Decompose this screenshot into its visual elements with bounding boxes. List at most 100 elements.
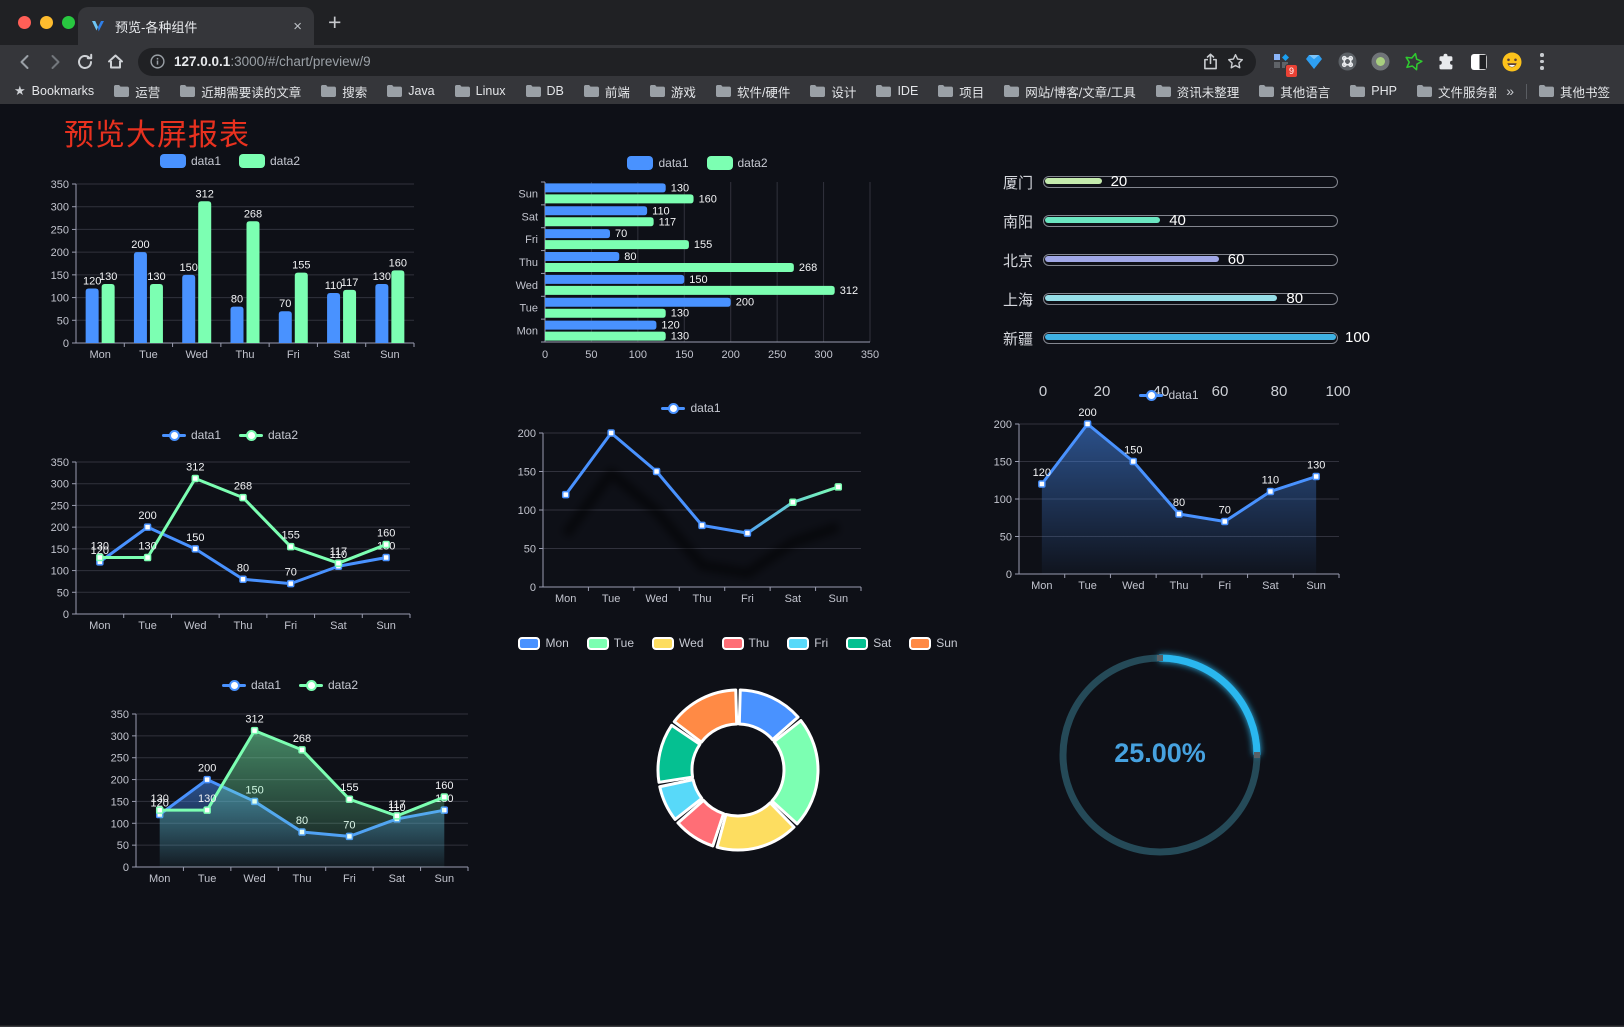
bookmarks-overflow-button[interactable]: » <box>1506 83 1514 99</box>
legend-item[interactable]: data1 <box>221 678 281 692</box>
bookmark-item[interactable]: Linux <box>454 82 506 101</box>
chart-line-dual: data1 data2 0 50 100 150 200 250 300 350 Mon Tue Wed… <box>40 424 420 636</box>
extension-split-square-icon[interactable] <box>1468 51 1490 73</box>
legend-swatch <box>159 154 186 168</box>
svg-text:Wed: Wed <box>516 280 538 292</box>
svg-text:Sat: Sat <box>1262 580 1279 592</box>
legend-item[interactable]: data1 <box>627 156 689 170</box>
bookmark-star-icon[interactable] <box>1227 53 1244 70</box>
bookmark-item[interactable]: DB <box>525 82 564 101</box>
bookmark-item[interactable]: 游戏 <box>649 82 696 101</box>
svg-text:200: 200 <box>51 247 69 259</box>
new-tab-button[interactable]: + <box>328 9 342 35</box>
bookmark-item[interactable]: 运营 <box>114 82 160 101</box>
svg-text:100: 100 <box>111 818 129 830</box>
svg-text:250: 250 <box>51 500 69 512</box>
back-button[interactable] <box>10 52 40 72</box>
bookmark-item[interactable]: 搜索 <box>321 82 367 101</box>
forward-button[interactable] <box>40 52 70 72</box>
site-info-icon[interactable] <box>150 54 165 69</box>
svg-text:200: 200 <box>994 419 1012 431</box>
extension-gem-icon[interactable] <box>1303 51 1325 73</box>
legend-item[interactable]: data2 <box>706 156 768 170</box>
svg-text:250: 250 <box>51 224 69 236</box>
svg-text:312: 312 <box>245 714 263 726</box>
legend-item[interactable]: data1 <box>661 401 721 415</box>
extension-star-icon[interactable] <box>1402 51 1424 73</box>
chart-legend: data1 data2 <box>40 424 420 446</box>
extension-record-icon[interactable] <box>1369 51 1391 73</box>
svg-text:Wed: Wed <box>184 620 206 632</box>
bookmarks-bar: ★ Bookmarks 运营 近期需要读的文章 搜索 Java Linux DB 前端 游戏软… <box>0 78 1624 105</box>
tab-close-icon[interactable]: × <box>293 17 302 35</box>
close-window-button[interactable] <box>18 16 31 29</box>
extension-emoji-icon[interactable] <box>1501 51 1523 73</box>
bookmark-item[interactable]: 网站/博客/文章/工具 <box>1004 82 1136 101</box>
home-button[interactable] <box>100 52 130 71</box>
share-icon[interactable] <box>1203 53 1218 70</box>
bookmark-item[interactable]: Java <box>387 82 435 101</box>
svg-text:150: 150 <box>518 467 536 479</box>
svg-text:268: 268 <box>244 208 262 220</box>
svg-text:Thu: Thu <box>236 349 255 361</box>
legend-item[interactable]: Thu <box>721 636 769 650</box>
svg-text:200: 200 <box>111 775 129 787</box>
divider <box>1525 83 1527 99</box>
address-bar[interactable]: 127.0.0.1:3000/#/chart/preview/9 <box>138 47 1256 76</box>
bookmark-item[interactable]: 设计 <box>810 82 856 101</box>
extension-command-icon[interactable] <box>1336 51 1358 73</box>
progress-value: 80 <box>1286 290 1304 307</box>
browser-menu-icon[interactable] <box>1540 53 1544 70</box>
progress-axis: 0 20 40 60 80 100 <box>1038 383 1351 400</box>
bookmark-item[interactable]: 前端 <box>583 82 630 101</box>
legend-swatch <box>721 636 744 650</box>
reload-button[interactable] <box>70 53 100 71</box>
extension-grid-icon[interactable]: 9 <box>1270 51 1298 78</box>
svg-text:100: 100 <box>629 349 647 361</box>
legend-item[interactable]: data1 <box>161 428 221 442</box>
svg-text:110: 110 <box>388 802 406 814</box>
progress-fill <box>1045 256 1219 262</box>
svg-text:80: 80 <box>624 251 636 263</box>
chart-canvas <box>656 688 820 852</box>
svg-text:Wed: Wed <box>186 349 208 361</box>
window-controls <box>18 16 75 29</box>
bookmark-item[interactable]: 资讯未整理 <box>1155 82 1239 101</box>
svg-text:Sun: Sun <box>434 873 454 885</box>
svg-text:120: 120 <box>661 320 679 332</box>
legend-item[interactable]: Mon <box>518 636 569 650</box>
legend-item[interactable]: data2 <box>239 428 298 442</box>
legend-item[interactable]: data1 <box>1139 388 1199 402</box>
bookmark-item[interactable]: 软件/硬件 <box>715 82 790 101</box>
bookmarks-root[interactable]: ★ Bookmarks <box>14 83 95 98</box>
legend-item[interactable]: data2 <box>239 154 300 168</box>
svg-text:200: 200 <box>1078 407 1096 419</box>
bookmark-item[interactable]: PHP <box>1350 82 1397 101</box>
progress-row: 上海 80 <box>993 290 1358 309</box>
other-bookmarks-folder[interactable]: 其他书签 <box>1538 82 1610 101</box>
bookmark-item[interactable]: 近期需要读的文章 <box>180 82 301 101</box>
bookmark-item[interactable]: 项目 <box>938 82 984 101</box>
legend-item[interactable]: Tue <box>586 636 634 650</box>
zoom-window-button[interactable] <box>62 16 75 29</box>
svg-text:160: 160 <box>377 528 395 540</box>
legend-item[interactable]: data1 <box>159 154 221 168</box>
bookmark-item[interactable]: IDE <box>876 82 918 101</box>
svg-text:Tue: Tue <box>139 349 158 361</box>
extension-puzzle-icon[interactable] <box>1435 51 1457 73</box>
legend-item[interactable]: Sun <box>909 636 958 650</box>
legend-item[interactable]: Fri <box>787 636 828 650</box>
legend-item[interactable]: Sat <box>846 636 891 650</box>
tab-title: 预览-各种组件 <box>115 19 198 35</box>
minimize-window-button[interactable] <box>40 16 53 29</box>
bookmark-item[interactable]: 文件服务器 <box>1416 82 1496 101</box>
svg-text:350: 350 <box>861 349 879 361</box>
svg-text:130: 130 <box>147 271 165 283</box>
svg-text:0: 0 <box>123 862 129 874</box>
svg-text:160: 160 <box>699 193 717 205</box>
browser-tab[interactable]: 预览-各种组件 × <box>78 7 314 45</box>
legend-item[interactable]: data2 <box>299 678 358 692</box>
legend-item[interactable]: Wed <box>652 636 704 650</box>
bookmark-item[interactable]: 其他语言 <box>1259 82 1330 101</box>
